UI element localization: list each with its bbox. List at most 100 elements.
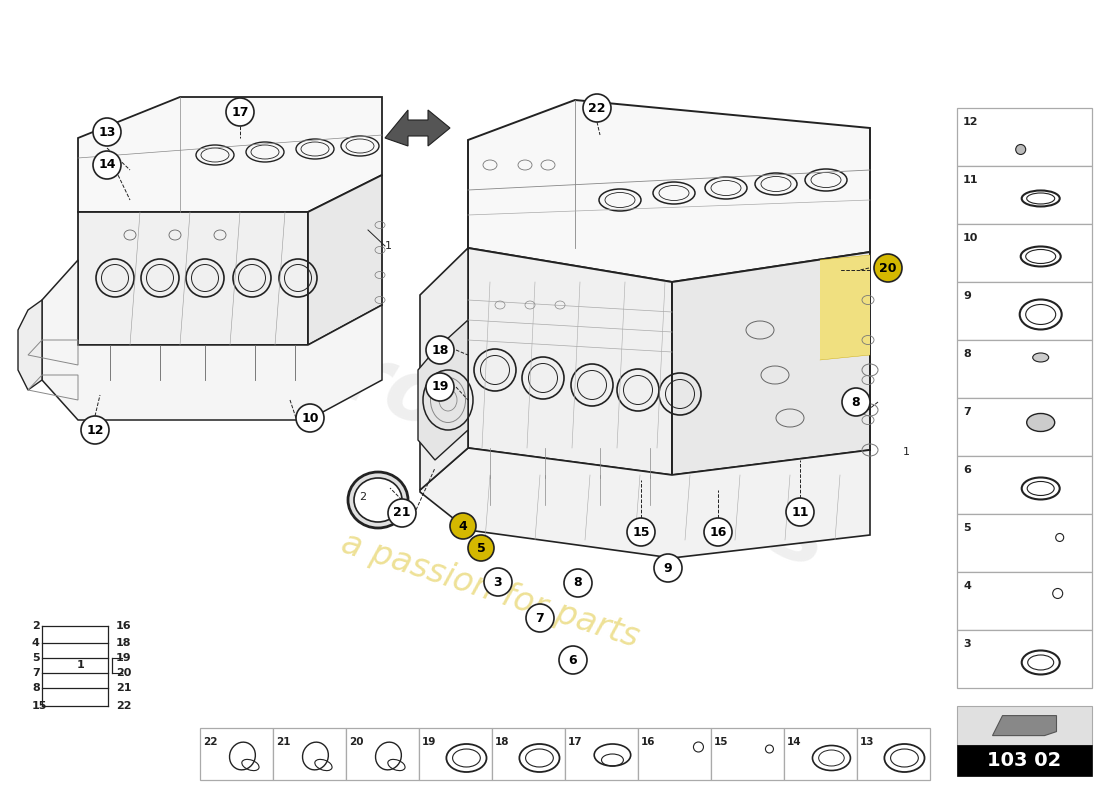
Bar [957, 340, 1092, 398]
Text: 15: 15 [632, 526, 650, 538]
Text: 22: 22 [588, 102, 606, 114]
Bar [957, 456, 1092, 514]
Text: 16: 16 [641, 737, 656, 747]
Bar [200, 728, 273, 780]
Bar [419, 728, 492, 780]
Text: 15: 15 [32, 701, 47, 711]
Bar [273, 728, 346, 780]
Circle shape [226, 98, 254, 126]
Text: 12: 12 [962, 117, 979, 127]
Polygon shape [18, 300, 42, 390]
Text: 7: 7 [962, 407, 970, 417]
Bar [957, 398, 1092, 456]
Text: 7: 7 [536, 611, 544, 625]
Ellipse shape [1033, 353, 1048, 362]
Text: 4: 4 [962, 581, 971, 591]
Text: 1: 1 [903, 447, 910, 457]
Circle shape [484, 568, 512, 596]
Circle shape [426, 373, 454, 401]
Bar [857, 728, 929, 780]
Text: 17: 17 [568, 737, 583, 747]
Circle shape [468, 535, 494, 561]
Circle shape [388, 499, 416, 527]
Bar [957, 166, 1092, 224]
Text: 17: 17 [231, 106, 249, 118]
Text: 21: 21 [394, 506, 410, 519]
Polygon shape [418, 320, 468, 460]
Circle shape [94, 118, 121, 146]
Text: 19: 19 [431, 381, 449, 394]
Circle shape [704, 518, 732, 546]
Text: 8: 8 [574, 577, 582, 590]
Bar [957, 630, 1092, 688]
Text: 14: 14 [98, 158, 116, 171]
Ellipse shape [1026, 414, 1055, 431]
Text: 16: 16 [116, 621, 132, 631]
Circle shape [786, 498, 814, 526]
Text: 6: 6 [962, 465, 971, 475]
Bar [711, 728, 784, 780]
Circle shape [627, 518, 654, 546]
Text: 9: 9 [962, 291, 971, 301]
Text: 19: 19 [116, 653, 132, 663]
Polygon shape [672, 252, 870, 475]
Circle shape [450, 513, 476, 539]
Polygon shape [42, 260, 382, 420]
Text: 19: 19 [422, 737, 437, 747]
Text: 103 02: 103 02 [988, 751, 1062, 770]
Text: 9: 9 [663, 562, 672, 574]
Text: eurocarparts: eurocarparts [221, 294, 839, 586]
Polygon shape [468, 100, 870, 282]
Text: 14: 14 [786, 737, 802, 747]
Text: 3: 3 [962, 639, 970, 649]
Circle shape [874, 254, 902, 282]
Polygon shape [78, 97, 382, 212]
Bar [346, 728, 419, 780]
Text: 8: 8 [32, 683, 40, 693]
Text: 8: 8 [851, 395, 860, 409]
Text: 4: 4 [32, 638, 40, 648]
Bar [957, 745, 1092, 776]
Text: 20: 20 [116, 668, 131, 678]
Text: 10: 10 [301, 411, 319, 425]
Bar [957, 572, 1092, 630]
Circle shape [842, 388, 870, 416]
Circle shape [296, 404, 324, 432]
Text: 15: 15 [714, 737, 728, 747]
Circle shape [81, 416, 109, 444]
Bar [957, 282, 1092, 340]
Polygon shape [78, 212, 308, 345]
Polygon shape [420, 448, 870, 558]
Text: 10: 10 [962, 233, 978, 243]
Circle shape [654, 554, 682, 582]
Circle shape [583, 94, 610, 122]
Polygon shape [468, 248, 672, 475]
Text: 8: 8 [962, 349, 970, 359]
Text: 3: 3 [494, 575, 503, 589]
Circle shape [1015, 145, 1025, 154]
Text: 18: 18 [116, 638, 132, 648]
Polygon shape [385, 110, 450, 146]
Circle shape [94, 151, 121, 179]
Bar [565, 728, 638, 780]
Circle shape [564, 569, 592, 597]
Polygon shape [420, 248, 468, 490]
Text: a passion for parts: a passion for parts [337, 526, 644, 654]
Text: 12: 12 [86, 423, 103, 437]
Bar [957, 706, 1092, 745]
Text: 21: 21 [116, 683, 132, 693]
Text: 18: 18 [431, 343, 449, 357]
Text: 4: 4 [459, 519, 468, 533]
Text: 16: 16 [710, 526, 727, 538]
Text: 18: 18 [495, 737, 509, 747]
Text: 1: 1 [77, 660, 85, 670]
Ellipse shape [348, 472, 408, 528]
Text: 11: 11 [962, 175, 979, 185]
Text: 22: 22 [204, 737, 218, 747]
Text: 5: 5 [962, 523, 970, 533]
Text: 2: 2 [32, 621, 40, 631]
Bar [957, 108, 1092, 166]
Circle shape [426, 336, 454, 364]
Text: 22: 22 [116, 701, 132, 711]
Ellipse shape [354, 478, 402, 522]
